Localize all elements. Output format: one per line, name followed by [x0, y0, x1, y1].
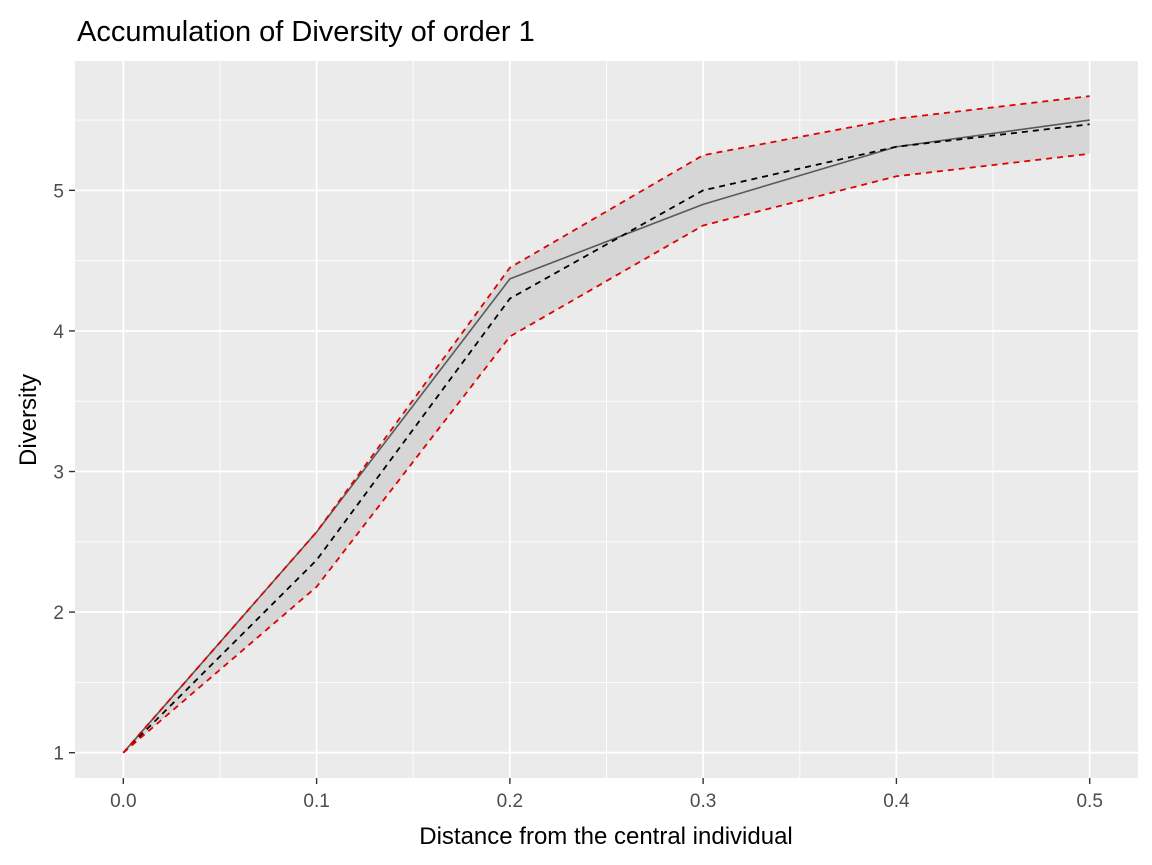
- x-tick-label: 0.1: [303, 791, 329, 812]
- x-axis-title: Distance from the central individual: [419, 823, 793, 850]
- y-tick-label: 2: [53, 603, 64, 624]
- x-tick-label: 0.3: [690, 791, 716, 812]
- y-tick-label: 3: [53, 463, 64, 484]
- y-tick-label: 1: [53, 744, 64, 765]
- y-axis-title: Diversity: [15, 374, 42, 466]
- x-tick-label: 0.2: [497, 791, 523, 812]
- y-tick-label: 4: [53, 322, 64, 343]
- upper-envelope-line: [122, 95, 1090, 754]
- x-tick-label: 0.5: [1076, 791, 1102, 812]
- chart-title: Accumulation of Diversity of order 1: [77, 16, 535, 48]
- y-tick-label: 5: [53, 181, 64, 202]
- x-axis: 0.0 0.1 0.2 0.3 0.4 0.5: [110, 778, 1103, 812]
- null-mean-line: [122, 123, 1090, 754]
- series-layer: [122, 95, 1090, 754]
- x-tick-label: 0.4: [883, 791, 910, 812]
- y-axis: 1 2 3 4 5: [53, 181, 75, 765]
- lower-envelope-line: [122, 152, 1090, 754]
- envelope-band: [123, 96, 1090, 753]
- envelope-band-layer: [123, 96, 1090, 753]
- x-tick-label: 0.0: [110, 791, 136, 812]
